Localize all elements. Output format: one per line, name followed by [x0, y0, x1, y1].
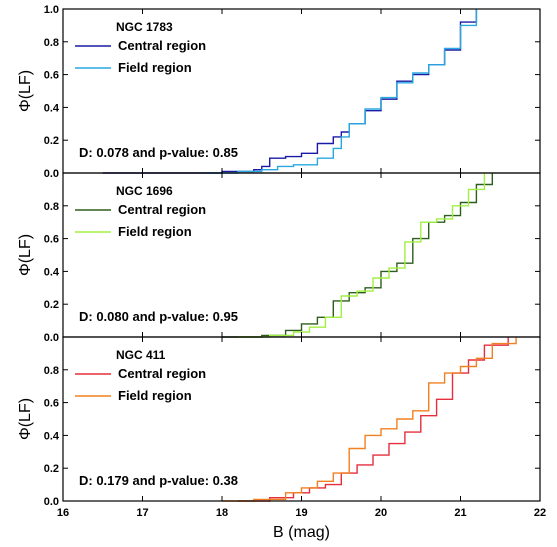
y-tick-label: 0.4 [44, 430, 60, 442]
x-tick-label: 22 [534, 507, 546, 519]
legend-label-field: Field region [118, 388, 192, 403]
y-tick-label: 0.0 [44, 332, 59, 344]
ks-annotation: D: 0.179 and p-value: 0.38 [79, 473, 238, 488]
y-axis-label: Φ(LF) [17, 70, 34, 112]
ks-annotation: D: 0.080 and p-value: 0.95 [79, 309, 238, 324]
series-line-field [222, 337, 517, 502]
y-tick-label: 0.2 [44, 135, 59, 147]
y-tick-label: 0.8 [44, 201, 59, 213]
legend-label-field: Field region [118, 60, 192, 75]
x-tick-label: 19 [295, 507, 307, 519]
series-line-central [237, 337, 509, 502]
panel-3: 0.0 0.2 0.4 0.6 0.8 Φ(LF) NGC 411 Central regio… [17, 336, 541, 508]
legend-label-central: Central region [118, 38, 206, 53]
y-tick-label: 0.0 [44, 496, 59, 508]
y-axis-label: Φ(LF) [17, 398, 34, 440]
y-tick-label: 0.2 [44, 299, 59, 311]
x-axis-label: B (mag) [273, 524, 330, 541]
y-tick-label: 0.4 [44, 102, 60, 114]
legend-label-field: Field region [118, 224, 192, 239]
y-tick-label: 1.0 [44, 4, 59, 16]
x-tick-label: 21 [454, 507, 466, 519]
y-tick-label: 0.8 [44, 365, 59, 377]
ks-annotation: D: 0.078 and p-value: 0.85 [79, 145, 238, 160]
x-tick-label: 16 [57, 507, 69, 519]
panel-title: NGC 411 [116, 348, 166, 362]
x-tick-label: 18 [216, 507, 228, 519]
x-tick-label: 20 [375, 507, 387, 519]
legend-label-central: Central region [118, 366, 206, 381]
y-tick-label: 0.6 [44, 70, 59, 82]
y-tick-label: 0.8 [44, 37, 59, 49]
y-tick-label: 0.6 [44, 234, 59, 246]
y-tick-label: 0.4 [44, 266, 60, 278]
series-line-field [237, 173, 486, 338]
x-tick-label: 17 [136, 507, 148, 519]
legend-label-central: Central region [118, 202, 206, 217]
y-tick-label: 0.2 [44, 463, 59, 475]
y-tick-label: 0.0 [44, 168, 59, 180]
y-tick-label: 0.6 [44, 398, 59, 410]
y-axis-label: Φ(LF) [17, 234, 34, 276]
panel-1: 0.0 0.2 0.4 0.6 0.8 1.0 Φ(LF) NGC 1783 Central r… [17, 4, 541, 180]
series-line-field [206, 9, 478, 174]
panel-title: NGC 1696 [116, 184, 173, 198]
panel-title: NGC 1783 [116, 20, 173, 34]
series-line-central [222, 173, 493, 338]
panel-2: 0.0 0.2 0.4 0.6 0.8 Φ(LF) NGC 1696 Central regi… [17, 172, 541, 344]
